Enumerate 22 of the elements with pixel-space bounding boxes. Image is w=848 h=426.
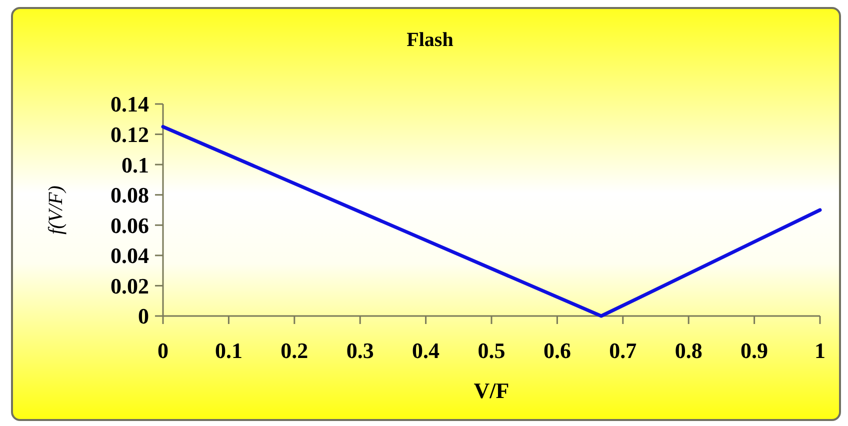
y-axis-title: f(V/F): [45, 185, 67, 234]
x-tick-label: 0.6: [543, 338, 571, 363]
x-tick-label: 1: [814, 338, 826, 363]
x-tick-label: 0.4: [412, 338, 440, 363]
y-tick-label: 0.02: [110, 273, 149, 298]
x-tick-label: 0.2: [280, 338, 308, 363]
x-tick-label: 0.3: [346, 338, 374, 363]
chart-title: Flash: [406, 29, 454, 51]
x-tick-label: 0.1: [214, 338, 242, 363]
x-axis-title: V/F: [474, 378, 510, 403]
y-tick-label: 0.04: [110, 243, 149, 268]
x-tick-label: 0: [158, 338, 168, 363]
x-tick-label: 0.8: [674, 338, 702, 363]
y-tick-label: 0.14: [110, 92, 149, 117]
x-tick-label: 0.7: [609, 338, 637, 363]
y-tick-label: 0.06: [110, 212, 149, 238]
y-tick-label: 0.12: [110, 122, 149, 147]
x-tick-label: 0.9: [740, 338, 768, 363]
y-tick-label: 0: [138, 304, 149, 329]
x-tick-label: 0.5: [478, 338, 506, 363]
y-tick-label: 0.1: [122, 152, 149, 178]
y-tick-label: 0.08: [110, 182, 149, 208]
